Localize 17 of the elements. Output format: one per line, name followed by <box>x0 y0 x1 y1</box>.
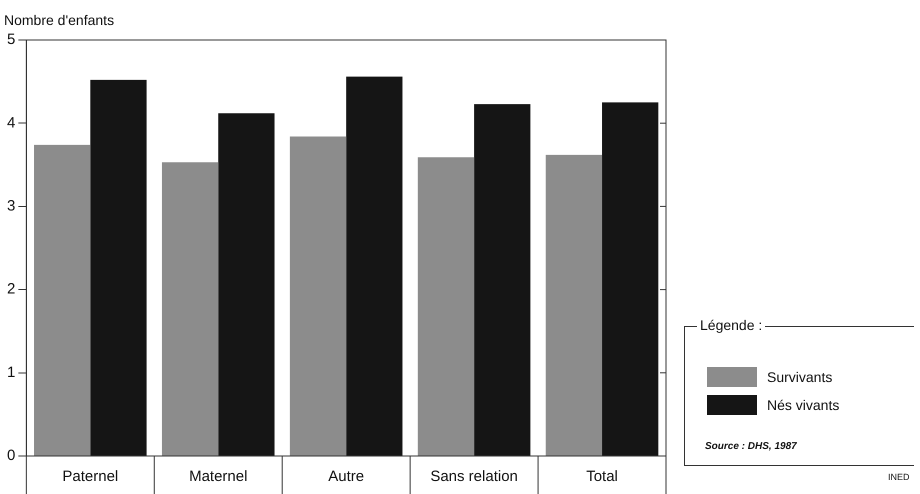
x-tick-label: Paternel <box>62 468 118 486</box>
legend-label: Survivants <box>767 369 832 385</box>
legend-title: Légende : <box>697 317 766 333</box>
x-tick-label: Total <box>586 468 618 486</box>
source-note: Source : DHS, 1987 <box>705 441 797 452</box>
x-tick-label: Autre <box>328 468 364 486</box>
y-tick-label: 5 <box>7 31 16 48</box>
x-tick-label: Sans relation <box>430 468 518 486</box>
y-tick-label: 2 <box>7 280 16 298</box>
text: INED <box>888 472 910 482</box>
y-tick-label: 1 <box>7 364 16 381</box>
y-tick-label: 0 <box>7 447 16 464</box>
y-tick-label: 3 <box>7 198 16 215</box>
x-tick-label: Maternel <box>189 468 248 486</box>
legend-label: Nés vivants <box>767 397 840 413</box>
y-axis-title: Nombre d'enfants <box>4 12 114 28</box>
y-tick-label: 4 <box>7 114 16 132</box>
